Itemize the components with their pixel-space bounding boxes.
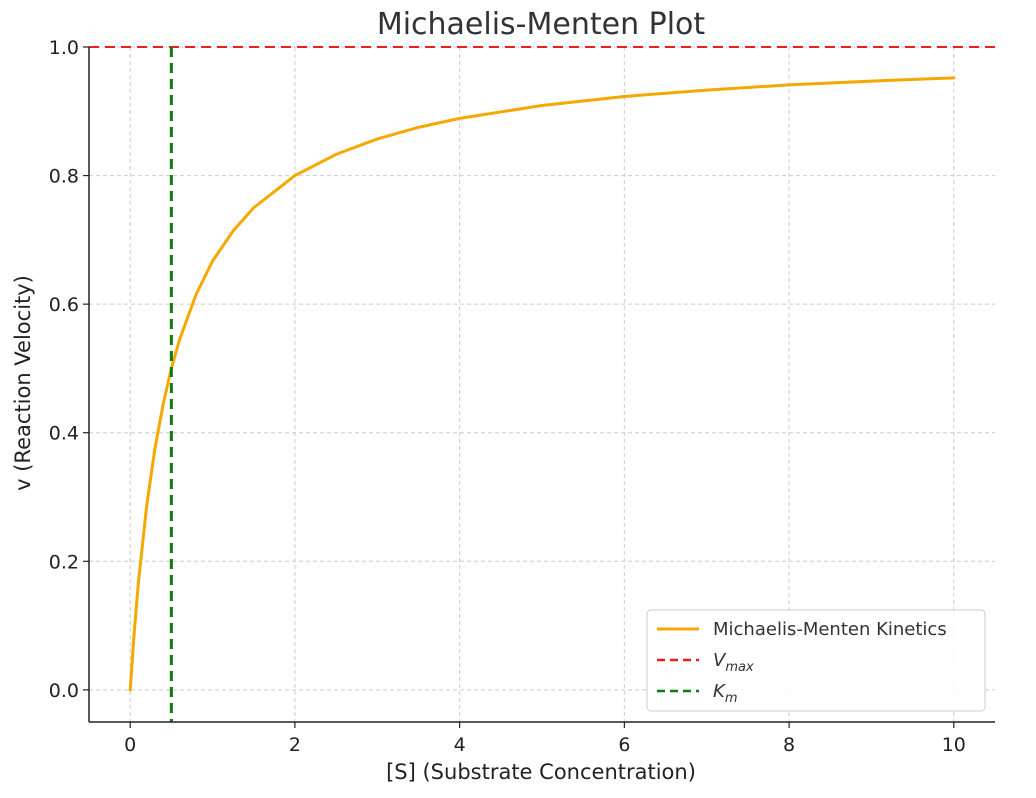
y-axis-label: v (Reaction Velocity) <box>11 275 35 491</box>
y-tick-label: 1.0 <box>49 37 79 59</box>
x-tick-label: 6 <box>618 734 630 756</box>
legend-label: Km <box>713 681 737 706</box>
y-tick-label: 0.0 <box>49 680 79 702</box>
ticks-layer: 0 2 4 6 8 10 0.0 0.2 0.4 0.6 0.8 1.0 <box>49 37 966 756</box>
chart-title: Michaelis-Menten Plot <box>377 7 706 42</box>
x-tick-label: 0 <box>124 734 136 756</box>
x-tick-label: 8 <box>783 734 795 756</box>
y-tick-label: 0.8 <box>49 166 79 188</box>
legend: Michaelis-Menten Kinetics Vmax Km <box>646 609 986 712</box>
legend-label: Vmax <box>713 650 754 675</box>
y-tick-label: 0.6 <box>49 294 79 316</box>
legend-label: Michaelis-Menten Kinetics <box>713 619 947 640</box>
axes-layer <box>88 47 995 723</box>
x-axis-label: [S] (Substrate Concentration) <box>386 760 696 784</box>
y-tick-label: 0.4 <box>49 423 79 445</box>
x-tick-label: 4 <box>454 734 466 756</box>
x-tick-label: 10 <box>942 734 966 756</box>
series-layer <box>89 46 995 722</box>
x-tick-label: 2 <box>289 734 301 756</box>
series-line-michaelis-menten <box>128 76 956 692</box>
legend-box <box>646 609 986 712</box>
y-tick-label: 0.2 <box>49 551 79 573</box>
